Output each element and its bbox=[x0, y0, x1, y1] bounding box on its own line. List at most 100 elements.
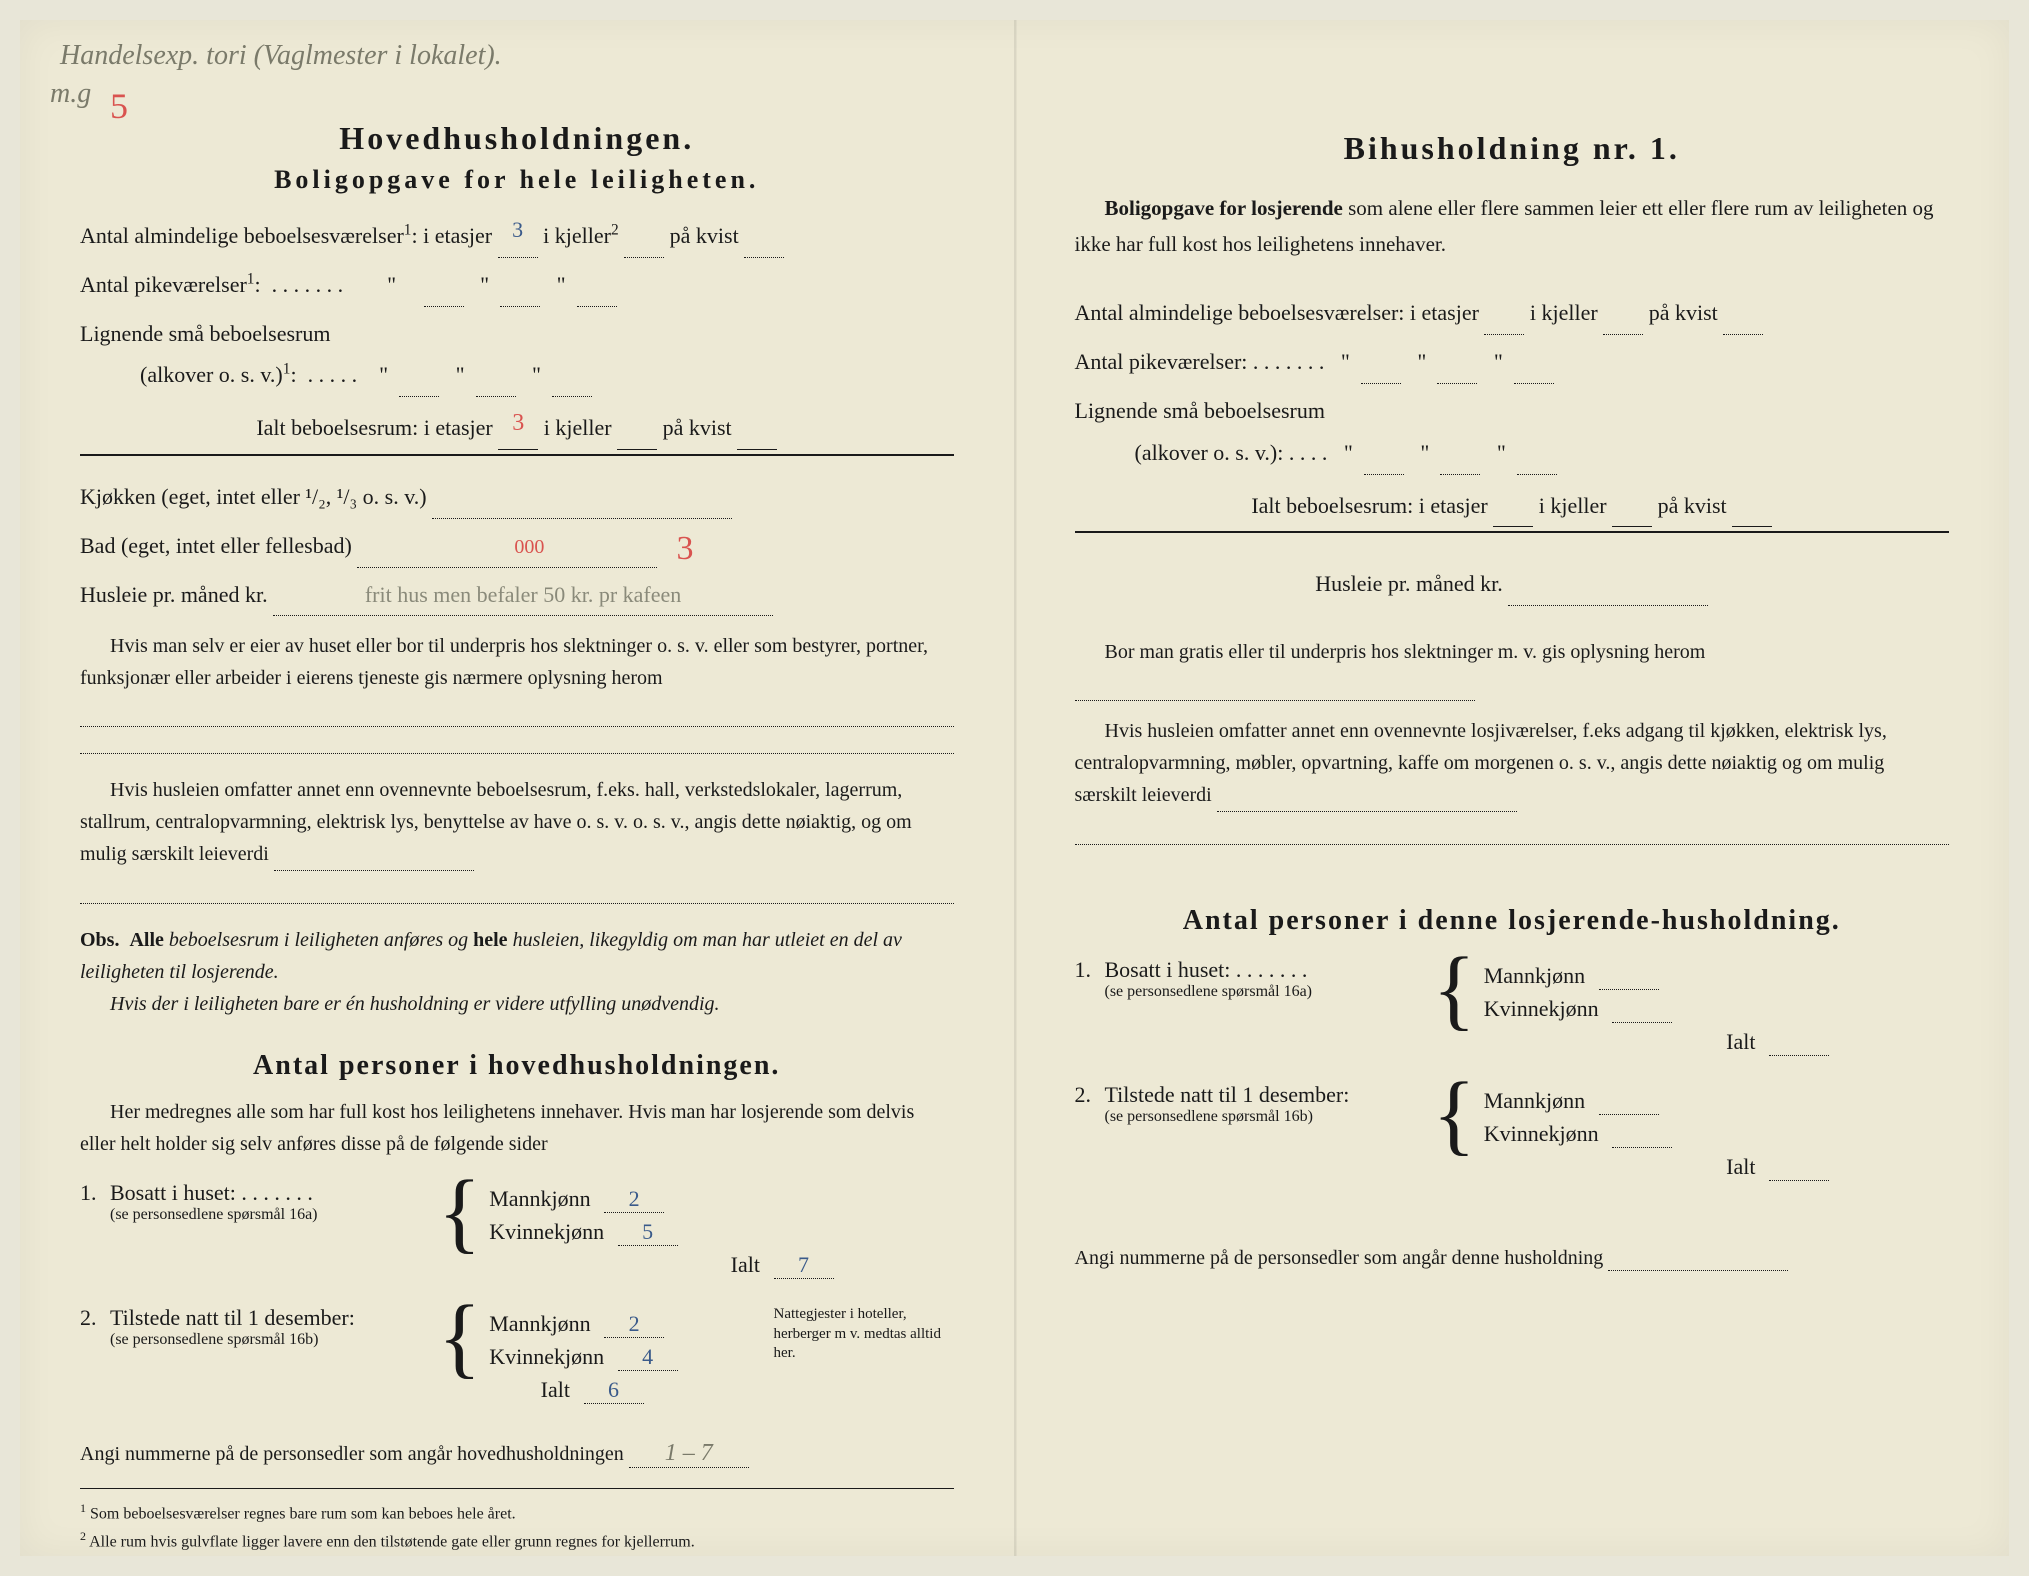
persons-heading: Antal personer i hovedhusholdningen. bbox=[80, 1050, 954, 1082]
row2-label-block: Tilstede natt til 1 desember: (se person… bbox=[110, 1305, 430, 1349]
r-bottom-nummerne: Angi nummerne på de personsedler som ang… bbox=[1075, 1247, 1950, 1271]
r-row1-label-block: Bosatt i huset: . . . . . . . (se person… bbox=[1105, 957, 1425, 1001]
sup-1b: 1 bbox=[247, 270, 255, 287]
footnotes: 1 Som beboelsesværelser regnes bare rum … bbox=[80, 1488, 954, 1554]
r-row-num-1: 1. bbox=[1075, 957, 1105, 983]
sup-1c: 1 bbox=[283, 361, 291, 378]
rr1-ialt: Ialt bbox=[1726, 1029, 1755, 1054]
footnote-1: 1 Som beboelsesværelser regnes bare rum … bbox=[80, 1499, 954, 1526]
left-title: Hovedhusholdningen. bbox=[80, 120, 954, 157]
para-extras: Hvis husleien omfatter annet enn ovennev… bbox=[80, 774, 954, 871]
kjeller-value bbox=[624, 215, 664, 258]
left-subtitle: Boligopgave for hele leiligheten. bbox=[80, 165, 954, 195]
extras-fill bbox=[274, 838, 474, 871]
kjokken-label: Kjøkken (eget, intet eller ¹/₂, ¹/₃ o. s… bbox=[80, 484, 427, 509]
r1-mann-val: 2 bbox=[604, 1186, 664, 1213]
right-page: Bihusholdning nr. 1. Boligopgave for los… bbox=[1015, 20, 2010, 1556]
r2-ialt-label: Ialt bbox=[541, 1377, 570, 1402]
r-brace-2: { bbox=[1433, 1074, 1476, 1155]
r-rooms-label: Antal almindelige beboelsesværelser: i e… bbox=[1075, 300, 1479, 325]
persons-row-2: 2. Tilstede natt til 1 desember: (se per… bbox=[80, 1305, 954, 1410]
bad-label: Bad (eget, intet eller fellesbad) bbox=[80, 533, 352, 558]
r-persons-block: 1. Bosatt i huset: . . . . . . . (se per… bbox=[1075, 957, 1950, 1187]
r-bottom-label: Angi nummerne på de personsedler som ang… bbox=[1075, 1247, 1604, 1269]
row2-sub: (se personsedlene spørsmål 16b) bbox=[110, 1331, 430, 1349]
r-row2-label: Tilstede natt til 1 desember: bbox=[1105, 1082, 1350, 1107]
obs-label: Obs. bbox=[80, 929, 119, 951]
row1-sub: (se personsedlene spørsmål 16a) bbox=[110, 1206, 430, 1224]
sum-etasjer-answer: 3 bbox=[512, 401, 524, 447]
row2-counts: Mannkjønn 2 Kvinnekjønn 4 Ialt 6 bbox=[489, 1305, 763, 1410]
right-title: Bihusholdning nr. 1. bbox=[1075, 130, 1950, 167]
persons-intro: Her medregnes alle som har full kost hos… bbox=[80, 1096, 954, 1160]
dotted-fill-2 bbox=[80, 735, 954, 754]
pikevaerelser-line: Antal pikeværelser1: . . . . . . . " " " bbox=[80, 264, 954, 307]
pv-et bbox=[424, 264, 464, 307]
nattegjester-note: Nattegjester i hoteller, herberger m v. … bbox=[774, 1305, 954, 1364]
alk-et bbox=[399, 354, 439, 397]
alk-kj bbox=[476, 354, 516, 397]
r1-kvinne-val: 5 bbox=[618, 1219, 678, 1246]
para-owner: Hvis man selv er eier av huset eller bor… bbox=[80, 630, 954, 694]
r-sum-kv bbox=[1732, 485, 1772, 528]
r-husleie: Husleie pr. måned kr. bbox=[1075, 563, 1950, 606]
para-extras-text: Hvis husleien omfatter annet enn ovennev… bbox=[80, 779, 912, 865]
handwritten-red-3: 3 bbox=[677, 530, 694, 568]
rr1-kvinne-val bbox=[1612, 996, 1672, 1023]
r-row1-label: Bosatt i huset: . . . . . . . bbox=[1105, 957, 1308, 982]
r2-mann-label: Mannkjønn bbox=[489, 1311, 590, 1336]
row1-label: Bosatt i huset: . . . . . . . bbox=[110, 1180, 313, 1205]
obs-alle: Alle bbox=[129, 929, 163, 951]
r-persons-row-2: 2. Tilstede natt til 1 desember: (se per… bbox=[1075, 1082, 1950, 1187]
rr2-ialt-val bbox=[1769, 1154, 1829, 1181]
sum-kj-value bbox=[617, 407, 657, 450]
r-kv-label: på kvist bbox=[1649, 300, 1718, 325]
rr2-mann: Mannkjønn bbox=[1484, 1088, 1585, 1113]
bottom-nummerne: Angi nummerne på de personsedler som ang… bbox=[80, 1440, 954, 1468]
bad-value: 000 bbox=[357, 525, 657, 568]
kjokken-value bbox=[432, 476, 732, 519]
r-dotted-fill bbox=[1075, 826, 1950, 845]
obs-line2: Hvis der i leiligheten bare er én hushol… bbox=[110, 993, 720, 1015]
r-kj-label: i kjeller bbox=[1530, 300, 1598, 325]
r1-ialt-label: Ialt bbox=[731, 1252, 760, 1277]
r-persons-heading: Antal personer i denne losjerende-hushol… bbox=[1075, 905, 1950, 937]
brace-2: { bbox=[438, 1297, 481, 1378]
alk-kv bbox=[552, 354, 592, 397]
r-sum-et bbox=[1493, 485, 1533, 528]
husleie-value: frit hus men befaler 50 kr. pr kafeen bbox=[273, 574, 773, 617]
kjeller-label: i kjeller bbox=[543, 223, 611, 248]
r-pv-et bbox=[1361, 341, 1401, 384]
r-brace-1: { bbox=[1433, 949, 1476, 1030]
r-kv-val bbox=[1723, 292, 1763, 335]
rr2-mann-val bbox=[1599, 1088, 1659, 1115]
r-sum-kv-lbl: på kvist bbox=[1658, 493, 1727, 518]
pv-kj bbox=[500, 264, 540, 307]
r-husleie-label: Husleie pr. måned kr. bbox=[1315, 571, 1503, 596]
dotted-fill-1 bbox=[80, 708, 954, 727]
sum-kv-value bbox=[737, 407, 777, 450]
sum-kv-label: på kvist bbox=[663, 415, 732, 440]
r-sum-kj bbox=[1612, 485, 1652, 528]
etasjer-label: : i etasjer bbox=[412, 223, 493, 248]
obs-hele: hele bbox=[473, 929, 507, 951]
etasjer-value: 3 bbox=[498, 215, 538, 258]
etasjer-answer: 3 bbox=[512, 209, 523, 251]
r-husleie-val bbox=[1508, 563, 1708, 606]
row-num-2: 2. bbox=[80, 1305, 110, 1331]
rr1-ialt-val bbox=[1769, 1029, 1829, 1056]
left-page: Handelsexp. tori (Vaglmester i lokalet).… bbox=[20, 20, 1015, 1556]
r-para2-fill bbox=[1217, 779, 1517, 812]
alkover-label-b: (alkover o. s. v.)1: . . . . . " " " bbox=[140, 362, 592, 387]
r2-kvinne-val: 4 bbox=[618, 1344, 678, 1371]
r2-kvinne-label: Kvinnekjønn bbox=[489, 1344, 604, 1369]
r-pv-kj bbox=[1437, 341, 1477, 384]
rr1-mann-val bbox=[1599, 963, 1659, 990]
r-alk-a: Lignende små beboelsesrum bbox=[1075, 398, 1326, 423]
rooms-line-1: Antal almindelige beboelsesværelser1: i … bbox=[80, 215, 954, 258]
handwritten-mg: m.g bbox=[50, 78, 91, 110]
r-row-num-2: 2. bbox=[1075, 1082, 1105, 1108]
dotted-fill-3 bbox=[80, 885, 954, 904]
rr1-kvinne: Kvinnekjønn bbox=[1484, 996, 1599, 1021]
r-alk-b: (alkover o. s. v.): . . . . bbox=[1135, 440, 1328, 465]
